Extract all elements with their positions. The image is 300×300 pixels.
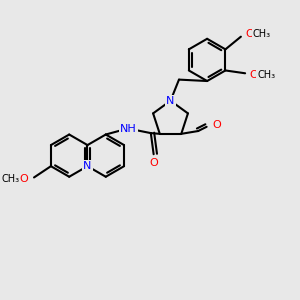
Text: N: N [83, 161, 92, 171]
Text: CH₃: CH₃ [253, 29, 271, 39]
Text: O: O [212, 120, 221, 130]
Text: O: O [149, 158, 158, 168]
Text: O: O [20, 174, 28, 184]
Text: N: N [166, 96, 175, 106]
Text: NH: NH [120, 124, 137, 134]
Text: O: O [249, 70, 258, 80]
Text: CH₃: CH₃ [257, 70, 275, 80]
Text: O: O [245, 29, 254, 39]
Text: CH₃: CH₃ [1, 174, 19, 184]
